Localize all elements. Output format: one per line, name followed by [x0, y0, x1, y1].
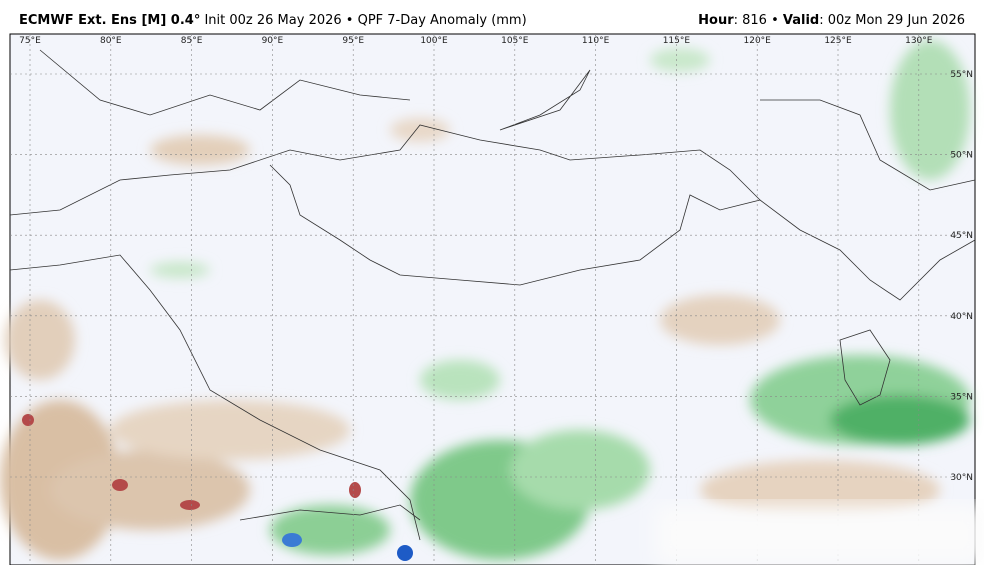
lon-label: 120°E [744, 36, 772, 46]
wet-area [650, 48, 710, 72]
wet-area [420, 360, 500, 400]
border [760, 99, 976, 191]
lon-label: 130°E [905, 36, 933, 46]
lat-label: 55°N [950, 70, 973, 80]
header-right: Hour: 816 • Valid: 00z Mon 29 Jun 2026 [698, 13, 965, 28]
wet-area [890, 40, 970, 180]
wet-area [150, 262, 210, 278]
hour-label: Hour [698, 13, 734, 28]
lon-label: 105°E [501, 36, 529, 46]
dry-area [660, 295, 780, 345]
hour: : 816 [733, 13, 767, 28]
dry-area [5, 300, 75, 380]
product: QPF 7-Day Anomaly (mm) [357, 13, 527, 28]
wet-spot [397, 545, 413, 561]
dry-area [150, 135, 250, 165]
lon-label: 85°E [181, 36, 203, 46]
lon-label: 125°E [824, 36, 852, 46]
init: Init 00z 26 May 2026 [204, 13, 342, 28]
wet-area [510, 430, 650, 510]
wet-area [830, 395, 970, 445]
extreme-spots [22, 414, 413, 561]
lat-label: 45°N [950, 231, 973, 241]
border [839, 329, 891, 406]
dry-spot [180, 500, 200, 510]
lon-label: 75°E [19, 36, 41, 46]
dry-area [110, 400, 350, 460]
header-left: ECMWF Ext. Ens [M] 0.4° Init 00z 26 May … [19, 13, 527, 28]
dry-spot [349, 482, 361, 498]
model: ECMWF Ext. Ens [M] 0.4° [19, 13, 201, 28]
valid: : 00z Mon 29 Jun 2026 [819, 13, 965, 28]
dry-spot [112, 479, 128, 491]
lon-label: 100°E [420, 36, 448, 46]
border [9, 254, 421, 541]
border [39, 49, 411, 116]
lon-label: 90°E [262, 36, 284, 46]
graticule [10, 34, 975, 565]
lat-label: 35°N [950, 392, 973, 402]
border [239, 504, 421, 521]
lon-label: 115°E [663, 36, 691, 46]
lon-label: 110°E [582, 36, 610, 46]
border [9, 124, 761, 286]
dry-area [50, 450, 250, 530]
header: ECMWF Ext. Ens [M] 0.4° Init 00z 26 May … [0, 0, 984, 34]
lat-label: 40°N [950, 312, 973, 322]
lon-label: 95°E [342, 36, 364, 46]
lat-label: 50°N [950, 151, 973, 161]
dry-spot [22, 414, 34, 426]
dry-area [390, 118, 450, 142]
wet-spot [282, 533, 302, 547]
watermark [655, 505, 984, 565]
lake [499, 69, 591, 131]
graticule-labels: 75°E 80°E 85°E 90°E 95°E 100°E 105°E 110°E 115°E… [19, 36, 973, 483]
lat-label: 30°N [950, 473, 973, 483]
lon-label: 80°E [100, 36, 122, 46]
border [759, 199, 976, 301]
borders [9, 49, 976, 541]
valid-label: Valid [782, 13, 820, 28]
